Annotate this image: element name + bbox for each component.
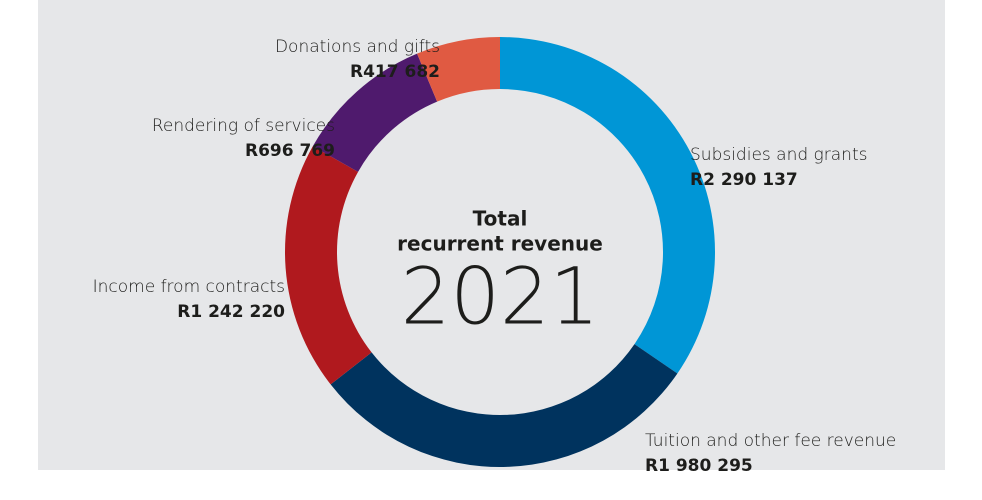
center-year: 2021 bbox=[401, 253, 600, 343]
donut-segment bbox=[284, 146, 372, 385]
segment-value: R417 682 bbox=[350, 62, 440, 82]
segment-value: R1 980 295 bbox=[645, 456, 753, 476]
segment-label: Subsidies and grants bbox=[690, 145, 867, 165]
donut-segment bbox=[312, 53, 438, 172]
segment-label: Income from contracts bbox=[93, 277, 285, 297]
segment-label: Donations and gifts bbox=[275, 37, 440, 57]
donut-segment bbox=[330, 344, 678, 468]
donut-segment bbox=[500, 37, 716, 374]
segment-value: R1 242 220 bbox=[177, 302, 285, 322]
segment-label: Rendering of services bbox=[152, 116, 335, 136]
center-title: Total bbox=[473, 207, 528, 231]
segment-label: Tuition and other fee revenue bbox=[645, 431, 896, 451]
segment-value: R2 290 137 bbox=[690, 170, 798, 190]
segment-value: R696 769 bbox=[245, 141, 335, 161]
center-title: recurrent revenue bbox=[397, 232, 603, 256]
donut-segment bbox=[417, 37, 500, 102]
